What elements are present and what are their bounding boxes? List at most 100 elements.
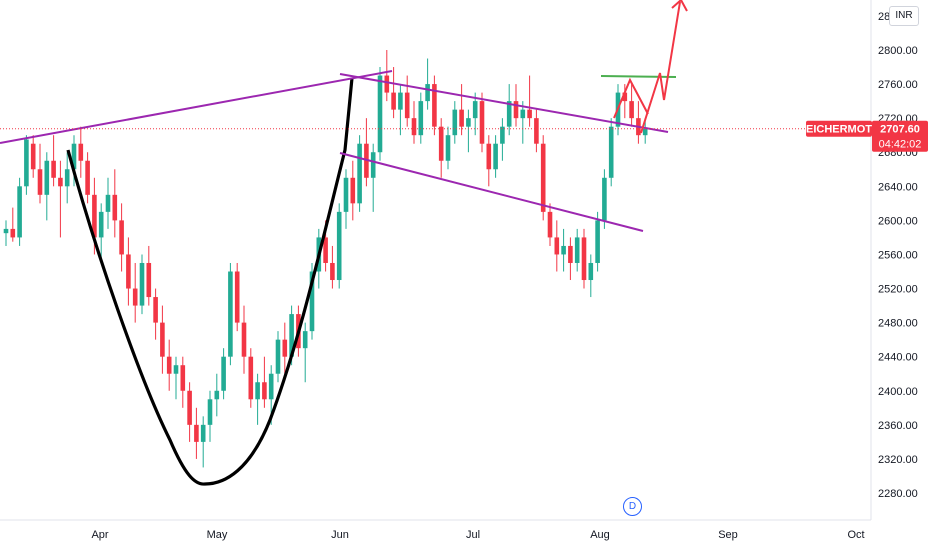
candle — [180, 356, 186, 408]
candles — [3, 50, 648, 468]
candle — [160, 305, 165, 374]
candle — [622, 84, 628, 119]
time-tick-label: Aug — [590, 529, 610, 541]
channel-upper-line — [339, 73, 669, 133]
symbol-tag — [806, 120, 872, 137]
candle — [452, 101, 458, 144]
candle — [527, 75, 532, 127]
candle — [561, 228, 566, 272]
candle — [44, 152, 50, 221]
candle — [547, 203, 553, 246]
candle — [466, 109, 471, 153]
dividend-marker[interactable]: D — [623, 497, 642, 516]
candle — [384, 50, 390, 102]
last-price-tag: EICHERMOT 2707.60 04:42:02 — [806, 120, 928, 152]
candle — [636, 101, 641, 144]
candle — [255, 373, 260, 425]
price-tick-label: 28 — [878, 11, 890, 23]
candle — [207, 390, 213, 442]
candle — [200, 416, 206, 468]
price-tick-label: 2280.00 — [878, 488, 918, 500]
candle — [119, 203, 124, 272]
candle — [241, 305, 247, 374]
candle — [24, 135, 29, 195]
breakout-level-line — [600, 75, 677, 78]
candle — [221, 348, 226, 400]
candle — [595, 211, 600, 272]
price-tick-label: 2560.00 — [878, 249, 918, 261]
candle — [472, 92, 478, 136]
candle — [153, 288, 158, 340]
candle — [493, 135, 498, 178]
candle — [370, 143, 376, 212]
time-tick-label: Oct — [847, 529, 864, 541]
price-tick-label: 2600.00 — [878, 215, 918, 227]
candle — [3, 220, 9, 246]
candle — [357, 135, 362, 212]
forecast-path — [640, 1, 681, 134]
candle — [418, 92, 424, 144]
channel-lower-line — [339, 152, 644, 232]
candle — [214, 373, 220, 417]
time-tick-label: Apr — [91, 529, 108, 541]
candle — [275, 331, 281, 383]
candle — [554, 220, 560, 272]
candle — [540, 135, 546, 221]
candle — [166, 339, 172, 391]
price-tag-value: 2707.60 — [880, 124, 920, 136]
candle — [78, 126, 84, 178]
candle — [506, 84, 512, 136]
currency-badge: INR — [889, 6, 919, 26]
candle — [350, 160, 356, 221]
candle — [588, 254, 594, 298]
price-tick-label: 2320.00 — [878, 454, 918, 466]
candle — [486, 135, 492, 187]
candle — [58, 160, 63, 238]
candle — [309, 262, 315, 340]
candle — [343, 169, 349, 229]
candle — [105, 177, 111, 229]
candle — [228, 262, 233, 366]
time-tick-label: Sep — [718, 529, 738, 541]
candle — [459, 84, 464, 136]
candle — [132, 262, 138, 323]
candle — [581, 228, 587, 289]
candle — [71, 135, 77, 187]
cup-curve — [66, 77, 354, 486]
candle — [425, 58, 430, 110]
candle-countdown: 04:42:02 — [879, 139, 922, 151]
candle — [438, 118, 444, 178]
candle — [139, 254, 145, 315]
candle — [377, 67, 383, 161]
candle — [479, 92, 485, 153]
candle — [302, 322, 308, 383]
candle — [282, 322, 288, 374]
candle — [10, 207, 16, 242]
candle — [398, 84, 403, 136]
price-tick-label: 2400.00 — [878, 386, 918, 398]
price-tick-label: 2440.00 — [878, 352, 918, 364]
candle — [432, 75, 437, 136]
candle — [336, 203, 342, 289]
candle — [629, 84, 634, 127]
candle — [146, 245, 152, 306]
candle — [602, 169, 607, 229]
candle — [404, 75, 410, 127]
price-tick-label: 2480.00 — [878, 318, 918, 330]
candle — [37, 143, 43, 204]
candle — [194, 407, 199, 459]
price-tick-label: 2640.00 — [878, 181, 918, 193]
price-tick-label: 2800.00 — [878, 45, 918, 57]
symbol-tag-text: EICHERMOT — [806, 124, 872, 136]
pullback-marker — [613, 77, 649, 119]
time-axis[interactable]: Apr May Jun Jul Aug Sep Oct — [91, 529, 864, 541]
candle — [98, 203, 104, 263]
price-tag — [872, 120, 928, 152]
price-axis[interactable]: 2800.002760.002720.002680.002640.002600.… — [878, 11, 918, 500]
candle — [30, 135, 36, 178]
candle — [608, 118, 614, 187]
price-tick-label: 2760.00 — [878, 79, 918, 91]
candle — [85, 152, 90, 204]
candle — [500, 118, 505, 161]
